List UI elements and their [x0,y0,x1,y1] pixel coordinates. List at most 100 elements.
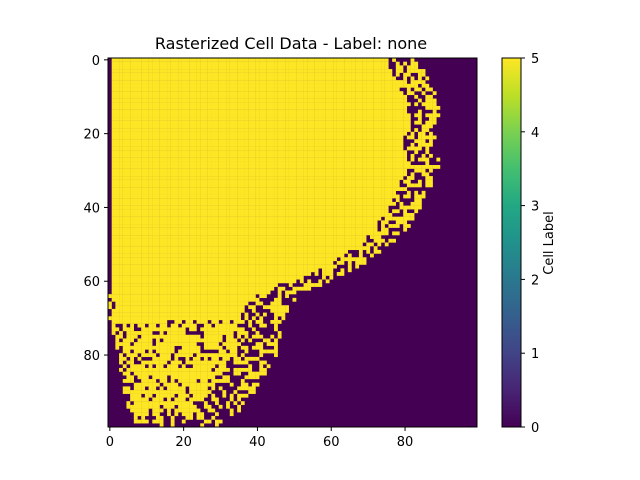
heatmap-cell [274,80,278,84]
heatmap-cell [288,165,293,169]
heatmap-cell [174,286,179,291]
heatmap-cell [215,227,219,232]
heatmap-cell [414,65,419,70]
heatmap-cell [362,231,367,236]
heatmap-cell [285,279,289,284]
heatmap-cell [288,120,293,125]
heatmap-cell [351,176,356,180]
heatmap-cell [303,61,308,66]
heatmap-cell [237,76,241,81]
heatmap-cell [266,65,271,70]
heatmap-cell [296,109,301,114]
heatmap-cell [130,83,134,88]
heatmap-cell [432,105,437,110]
heatmap-cell [200,142,205,147]
heatmap-cell [366,139,371,144]
heatmap-cell [181,72,186,77]
heatmap-cell [388,176,393,180]
heatmap-cell [126,264,131,269]
heatmap-cell [240,290,245,295]
heatmap-cell [255,76,260,81]
heatmap-cell [203,216,208,221]
heatmap-cell [248,58,253,62]
heatmap-cell [189,220,194,225]
heatmap-cell [266,176,271,180]
heatmap-cell [299,179,304,184]
heatmap-cell [310,257,315,262]
heatmap-cell [155,294,160,298]
heatmap-cell [155,142,160,147]
heatmap-cell [115,120,120,125]
heatmap-cell [425,146,430,151]
heatmap-cell [203,168,208,173]
heatmap-cell [115,146,120,151]
heatmap-cell [111,98,116,103]
heatmap-cell [355,65,360,70]
heatmap-cell [318,102,323,107]
heatmap-cell [347,231,352,236]
heatmap-cell [130,157,134,162]
heatmap-cell [240,187,245,191]
heatmap-cell [185,176,190,180]
heatmap-cell [122,172,127,177]
heatmap-cell [425,124,430,129]
heatmap-cell [270,131,275,136]
heatmap-cell [421,139,426,144]
heatmap-cell [325,220,330,225]
heatmap-cell [347,224,352,228]
heatmap-cell [392,179,396,184]
heatmap-cell [399,69,404,73]
heatmap-cell [203,201,208,206]
heatmap-cell [137,187,142,191]
heatmap-cell [373,201,378,206]
heatmap-cell [255,279,260,284]
heatmap-cell [281,153,286,158]
heatmap-cell [366,201,371,206]
heatmap-cell [237,176,241,180]
heatmap-cell [255,260,260,265]
heatmap-cell [355,124,360,129]
heatmap-cell [148,205,153,210]
heatmap-cell [255,290,260,295]
heatmap-cell [237,246,241,251]
heatmap-cell [417,117,422,121]
heatmap-cell [233,117,238,121]
heatmap-cell [285,227,289,232]
heatmap-cell [200,272,205,276]
heatmap-cell [251,150,256,155]
heatmap-cell [369,146,374,151]
heatmap-cell [163,249,168,254]
heatmap-cell [373,146,378,151]
heatmap-cell [266,216,271,221]
heatmap-cell [244,187,249,191]
heatmap-cell [303,80,308,84]
heatmap-cell [384,198,389,203]
heatmap-cell [111,69,116,73]
heatmap-cell [340,194,345,199]
heatmap-cell [148,61,153,66]
heatmap-cell [155,257,160,262]
heatmap-cell [181,183,186,188]
heatmap-cell [399,139,404,144]
heatmap-cell [285,290,289,295]
heatmap-cell [222,235,227,239]
heatmap-cell [377,176,382,180]
heatmap-cell [259,290,264,295]
heatmap-cell [344,231,348,236]
heatmap-cell [355,113,360,118]
heatmap-cell [347,109,352,114]
heatmap-cell [274,124,278,129]
heatmap-cell [144,183,149,188]
heatmap-cell [240,272,245,276]
heatmap-cell [399,168,404,173]
heatmap-cell [381,205,385,210]
heatmap-cell [318,246,323,251]
heatmap-cell [248,231,253,236]
heatmap-cell [292,235,297,239]
heatmap-cell [266,198,271,203]
heatmap-cell [414,128,419,132]
heatmap-cell [292,246,297,251]
heatmap-cell [167,242,171,247]
heatmap-cell [152,131,157,136]
heatmap-cell [340,190,345,195]
